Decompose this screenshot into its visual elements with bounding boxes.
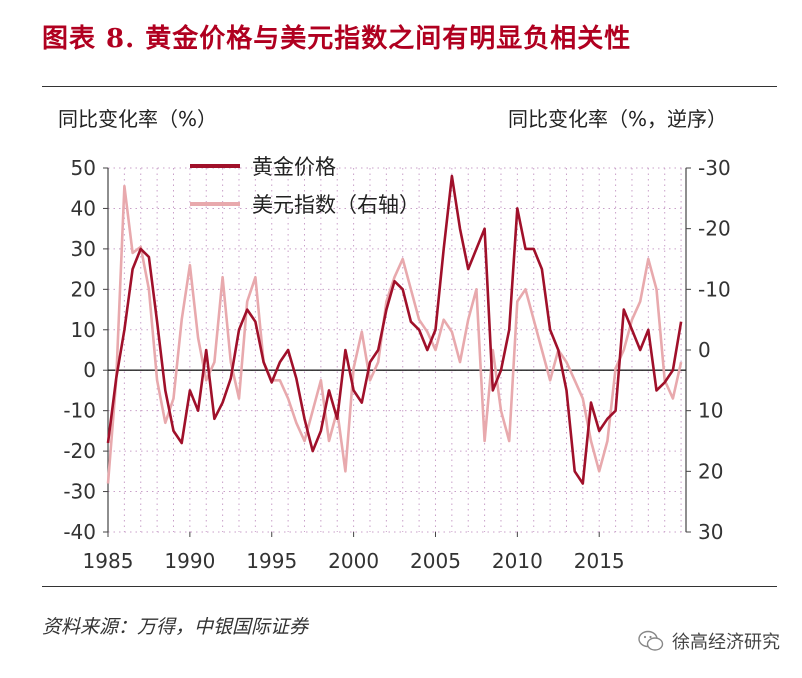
x-tick-label: 1995: [246, 549, 297, 573]
brand-badge: 徐高经济研究: [638, 628, 780, 654]
line-chart: 50403020100-10-20-30-40-30-20-1001020301…: [58, 107, 731, 573]
x-tick-label: 2015: [574, 549, 625, 573]
right-tick-label: -30: [698, 156, 731, 180]
left-tick-label: -10: [63, 399, 96, 423]
figure-title: 图表 8. 黄金价格与美元指数之间有明显负相关性: [42, 24, 632, 54]
x-tick-label: 2010: [492, 549, 543, 573]
x-tick-label: 1990: [164, 549, 215, 573]
left-tick-label: -20: [63, 439, 96, 463]
right-tick-label: -20: [698, 217, 731, 241]
brand-name: 徐高经济研究: [672, 632, 780, 653]
x-tick-label: 2000: [328, 549, 379, 573]
left-tick-label: 10: [71, 318, 96, 342]
x-tick-label: 2005: [410, 549, 461, 573]
left-tick-label: 20: [71, 277, 96, 301]
right-tick-label: 0: [698, 338, 711, 362]
series-line-gold: [106, 174, 683, 485]
right-tick-label: 20: [698, 459, 723, 483]
left-tick-label: -40: [63, 520, 96, 544]
chart-grid: [107, 167, 686, 533]
source-note: 资料来源：万得，中银国际证券: [42, 616, 309, 638]
x-tick-label: 1985: [83, 549, 134, 573]
legend-label-gold: 黄金价格: [252, 155, 336, 179]
right-tick-label: 10: [698, 399, 723, 423]
left-tick-label: 50: [71, 156, 96, 180]
top-rule: [42, 86, 777, 87]
right-tick-label: 30: [698, 520, 723, 544]
chart-ticks: 50403020100-10-20-30-40-30-20-1001020301…: [63, 156, 730, 573]
series-line-usd: [106, 184, 683, 484]
chart-series: [106, 174, 683, 485]
bottom-rule: [42, 586, 777, 587]
wechat-icon: [638, 630, 664, 651]
left-tick-label: 40: [71, 196, 96, 220]
right-tick-label: -10: [698, 277, 731, 301]
left-tick-label: -30: [63, 480, 96, 504]
left-tick-label: 0: [83, 358, 96, 382]
legend-label-usd: 美元指数（右轴）: [252, 193, 420, 217]
left-tick-label: 30: [71, 237, 96, 261]
right-axis-label: 同比变化率（%，逆序）: [508, 107, 727, 131]
left-axis-label: 同比变化率（%）: [58, 107, 217, 131]
chart-legend: 黄金价格 美元指数（右轴）: [190, 155, 420, 217]
